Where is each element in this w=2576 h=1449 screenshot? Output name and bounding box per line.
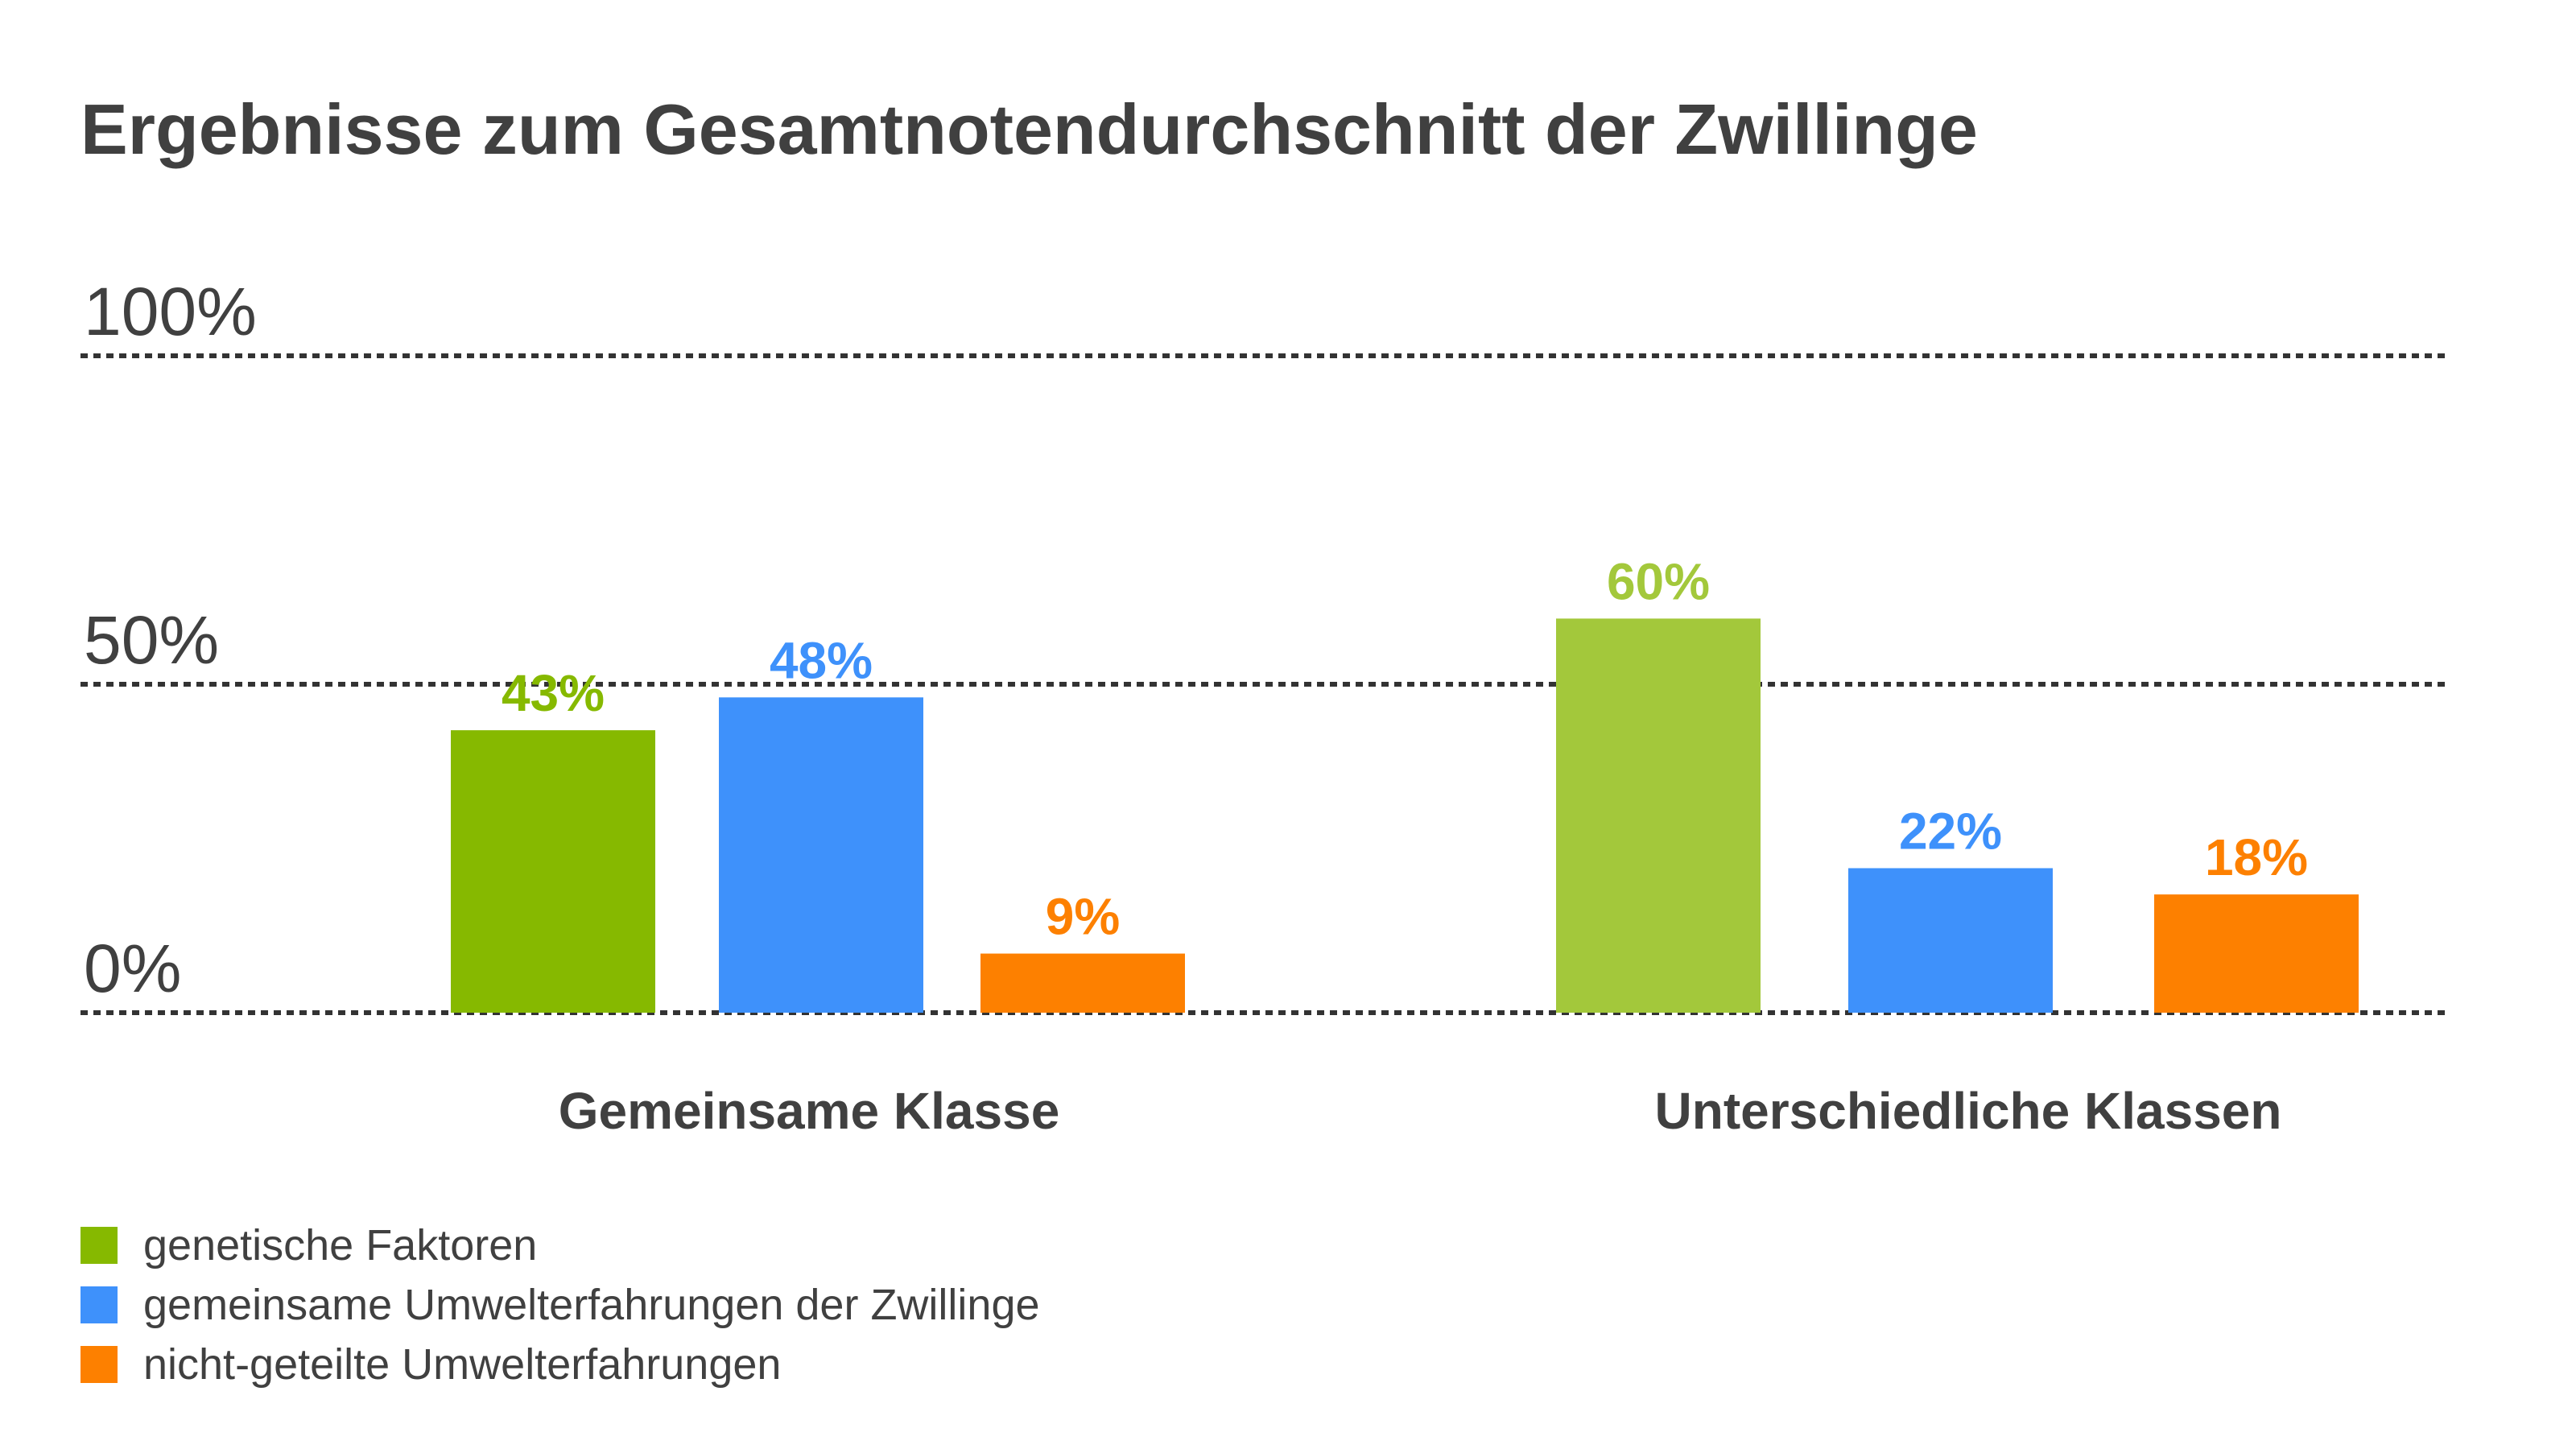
data-label: 18%	[2205, 828, 2308, 886]
legend-label: gemeinsame Umwelterfahrungen der Zwillin…	[143, 1281, 1040, 1329]
y-tick-label: 100%	[84, 274, 257, 349]
bar	[980, 953, 1185, 1013]
legend-item: nicht-geteilte Umwelterfahrungen	[80, 1335, 1040, 1394]
grid-lines	[80, 353, 2447, 1015]
category-label: Unterschiedliche Klassen	[1655, 1082, 2282, 1140]
legend-swatch	[80, 1227, 118, 1264]
category-labels: Gemeinsame Klasse Unterschiedliche Klasse…	[559, 1082, 2282, 1140]
data-labels: 43% 48% 9% 60% 22% 18%	[502, 552, 2308, 945]
bars	[451, 618, 2359, 1013]
bar	[719, 697, 923, 1013]
legend-label: nicht-geteilte Umwelterfahrungen	[143, 1340, 782, 1389]
data-label: 48%	[770, 631, 873, 689]
data-label: 22%	[1899, 802, 2002, 860]
y-tick-label: 50%	[84, 602, 219, 678]
legend-label: genetische Faktoren	[143, 1221, 538, 1269]
y-tick-label: 0%	[84, 931, 181, 1006]
legend-item: genetische Faktoren	[80, 1216, 1040, 1275]
legend-item: gemeinsame Umwelterfahrungen der Zwillin…	[80, 1275, 1040, 1335]
y-axis-ticks: 0% 50% 100%	[84, 274, 257, 1006]
legend: genetische Faktoren gemeinsame Umwelterfa…	[80, 1216, 1040, 1394]
data-label: 9%	[1046, 888, 1121, 946]
legend-swatch	[80, 1286, 118, 1323]
category-label: Gemeinsame Klasse	[559, 1082, 1060, 1140]
data-label: 60%	[1607, 552, 1710, 610]
chart-title: Ergebnisse zum Gesamtnotendurchschnitt d…	[80, 89, 1978, 169]
bar	[451, 730, 655, 1013]
bar	[2154, 894, 2359, 1013]
bar	[1848, 868, 2053, 1013]
data-label: 43%	[502, 664, 605, 722]
bar	[1556, 618, 1761, 1013]
legend-swatch	[80, 1346, 118, 1383]
